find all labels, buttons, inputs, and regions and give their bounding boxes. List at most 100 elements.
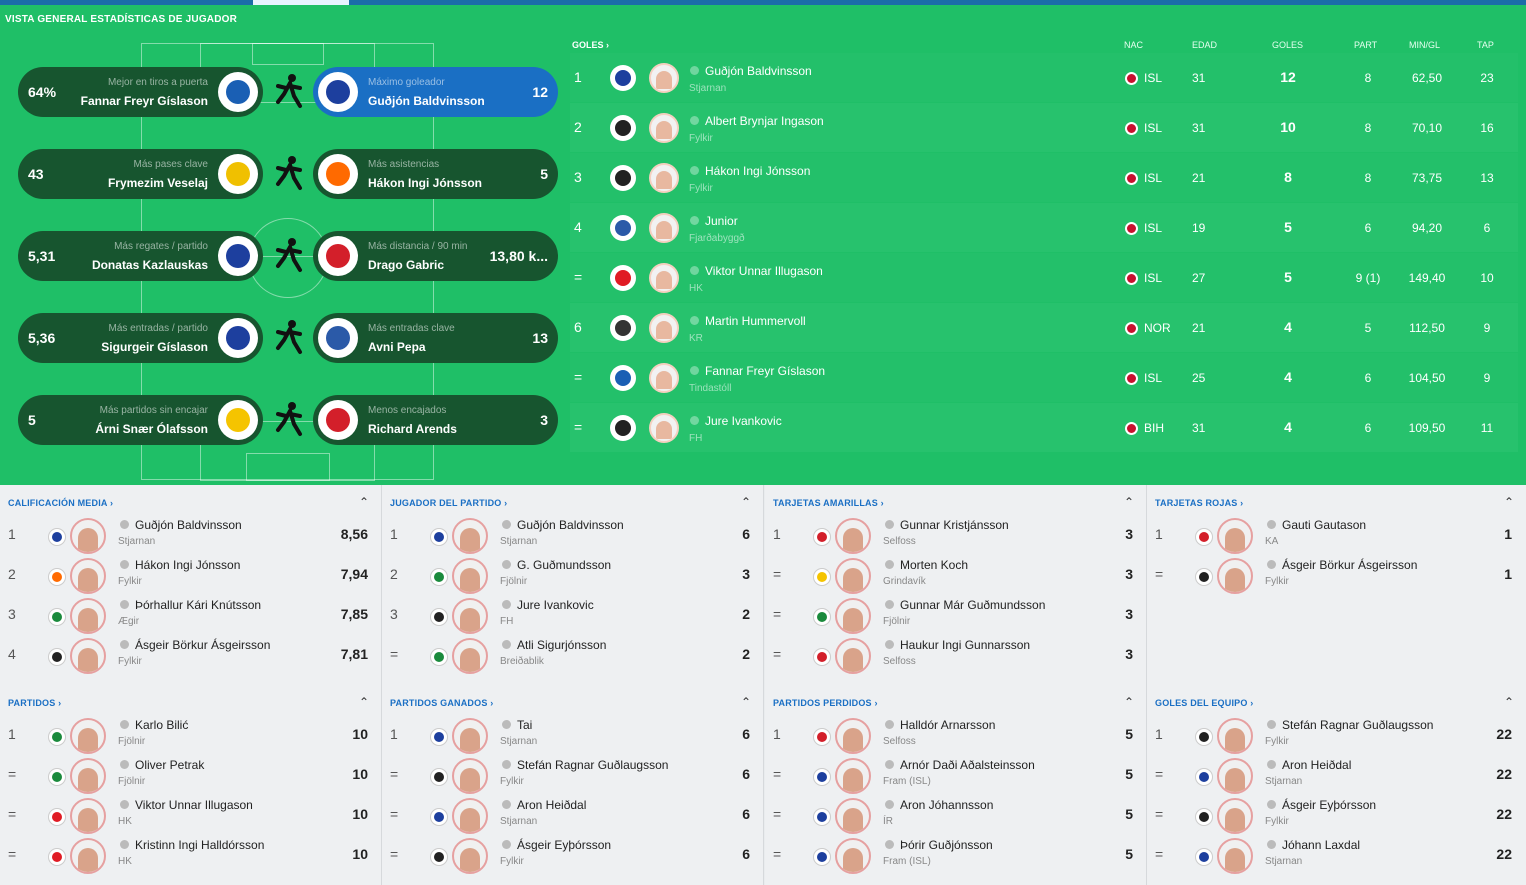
panel-title-link[interactable]: JUGADOR DEL PARTIDO ›	[390, 498, 508, 508]
info-icon[interactable]	[885, 600, 894, 609]
player-club[interactable]: FH	[500, 616, 514, 627]
col-part[interactable]: PART	[1354, 40, 1378, 50]
leader-right-card[interactable]: 3 Menos encajados Richard Arends	[313, 395, 558, 445]
leader-player-name[interactable]: Donatas Kazlauskas	[91, 258, 208, 272]
list-item[interactable]: = Ásgeir Eyþórsson Fylkir 6	[382, 836, 756, 876]
list-item[interactable]: 3 Jure Ivankovic FH 2	[382, 596, 756, 636]
scorer-name-wrap[interactable]: Jure Ivankovic	[690, 414, 782, 428]
scorer-club[interactable]: Fjarðabyggð	[689, 233, 745, 244]
player-name-wrap[interactable]: Stefán Ragnar Guðlaugsson	[502, 758, 668, 772]
scorer-club[interactable]: Tindastóll	[689, 383, 732, 394]
player-name-wrap[interactable]: Kristinn Ingi Halldórsson	[120, 838, 264, 852]
player-club[interactable]: Fjölnir	[500, 576, 528, 587]
collapse-chevron-icon[interactable]: ⌃	[740, 495, 751, 509]
col-tap[interactable]: TAP	[1477, 40, 1494, 50]
player-name-wrap[interactable]: Gunnar Kristjánsson	[885, 518, 1009, 532]
collapse-chevron-icon[interactable]: ⌃	[358, 495, 369, 509]
leader-player-name[interactable]: Richard Arends	[368, 422, 457, 436]
player-club[interactable]: Selfoss	[883, 656, 916, 667]
scorer-club[interactable]: KR	[689, 333, 703, 344]
player-club[interactable]: Stjarnan	[500, 736, 538, 747]
player-name[interactable]: Arnór Daði Aðalsteinsson	[900, 758, 1035, 772]
leader-player-name[interactable]: Guðjón Baldvinsson	[368, 94, 485, 108]
scorer-club[interactable]: Stjarnan	[689, 83, 727, 94]
collapse-chevron-icon[interactable]: ⌃	[1123, 695, 1134, 709]
player-club[interactable]: Selfoss	[883, 736, 916, 747]
scorers-title-link[interactable]: GOLES ›	[572, 40, 610, 50]
player-name-wrap[interactable]: Gauti Gautason	[1267, 518, 1366, 532]
list-item[interactable]: 2 Hákon Ingi Jónsson Fylkir 7,94	[0, 556, 374, 596]
player-club[interactable]: Fylkir	[1265, 576, 1289, 587]
list-item[interactable]: 2 G. Guðmundsson Fjölnir 3	[382, 556, 756, 596]
player-club[interactable]: Grindavík	[883, 576, 926, 587]
info-icon[interactable]	[120, 520, 129, 529]
selected-tab-indicator[interactable]	[253, 0, 349, 5]
scorer-club[interactable]: FH	[689, 433, 703, 444]
player-name-wrap[interactable]: Tai	[502, 718, 532, 732]
col-min-gl[interactable]: MIN/GL	[1409, 40, 1441, 50]
player-name[interactable]: Ásgeir Eyþórsson	[517, 838, 612, 852]
scorer-row[interactable]: = Fannar Freyr Gíslason Tindastóll ISL 25 4 6 1…	[570, 353, 1518, 403]
scorer-name[interactable]: Junior	[705, 214, 738, 228]
info-icon[interactable]	[502, 560, 511, 569]
leader-left-card[interactable]: 5,36 Más entradas / partido Sigurgeir Gísl…	[18, 313, 263, 363]
info-icon[interactable]	[120, 640, 129, 649]
list-item[interactable]: 1 Stefán Ragnar Guðlaugsson Fylkir 22	[1147, 716, 1518, 756]
info-icon[interactable]	[120, 840, 129, 849]
info-icon[interactable]	[1267, 520, 1276, 529]
info-icon[interactable]	[885, 520, 894, 529]
player-name-wrap[interactable]: Stefán Ragnar Guðlaugsson	[1267, 718, 1433, 732]
player-name-wrap[interactable]: Ásgeir Börkur Ásgeirsson	[120, 638, 270, 652]
info-icon[interactable]	[885, 800, 894, 809]
info-icon[interactable]	[885, 720, 894, 729]
player-name[interactable]: Aron Jóhannsson	[900, 798, 994, 812]
player-name[interactable]: Ásgeir Börkur Ásgeirsson	[1282, 558, 1418, 572]
player-name[interactable]: Gauti Gautason	[1282, 518, 1367, 532]
info-icon[interactable]	[120, 560, 129, 569]
collapse-chevron-icon[interactable]: ⌃	[1503, 495, 1514, 509]
info-icon[interactable]	[1267, 800, 1276, 809]
panel-title-link[interactable]: CALIFICACIÓN MEDIA ›	[8, 498, 114, 508]
player-club[interactable]: Stjarnan	[1265, 776, 1303, 787]
scorer-row[interactable]: = Viktor Unnar Illugason HK ISL 27 5 9 (1) 149,…	[570, 253, 1518, 303]
player-name-wrap[interactable]: Oliver Petrak	[120, 758, 204, 772]
scorer-club[interactable]: Fylkir	[689, 133, 713, 144]
info-icon[interactable]	[120, 800, 129, 809]
player-club[interactable]: KA	[1265, 536, 1279, 547]
info-icon[interactable]	[690, 366, 699, 375]
player-name[interactable]: Viktor Unnar Illugason	[135, 798, 253, 812]
player-name[interactable]: Haukur Ingi Gunnarsson	[900, 638, 1031, 652]
leader-player-name[interactable]: Hákon Ingi Jónsson	[368, 176, 483, 190]
info-icon[interactable]	[690, 416, 699, 425]
list-item[interactable]: = Aron Heiðdal Stjarnan 6	[382, 796, 756, 836]
player-club[interactable]: Fjölnir	[883, 616, 911, 627]
info-icon[interactable]	[1267, 760, 1276, 769]
player-name[interactable]: Kristinn Ingi Halldórsson	[135, 838, 265, 852]
info-icon[interactable]	[690, 66, 699, 75]
player-name-wrap[interactable]: Aron Heiðdal	[1267, 758, 1351, 772]
info-icon[interactable]	[1267, 720, 1276, 729]
player-name[interactable]: Tai	[517, 718, 533, 732]
list-item[interactable]: = Gunnar Már Guðmundsson Fjölnir 3	[765, 596, 1139, 636]
panel-title-link[interactable]: PARTIDOS ›	[8, 698, 62, 708]
scorer-row[interactable]: 3 Hákon Ingi Jónsson Fylkir ISL 21 8 8 73,75 13	[570, 153, 1518, 203]
list-item[interactable]: = Oliver Petrak Fjölnir 10	[0, 756, 374, 796]
list-item[interactable]: 1 Halldór Arnarsson Selfoss 5	[765, 716, 1139, 756]
info-icon[interactable]	[885, 760, 894, 769]
list-item[interactable]: = Haukur Ingi Gunnarsson Selfoss 3	[765, 636, 1139, 676]
panel-title-link[interactable]: PARTIDOS PERDIDOS ›	[773, 698, 878, 708]
collapse-chevron-icon[interactable]: ⌃	[358, 695, 369, 709]
player-name-wrap[interactable]: Atli Sigurjónsson	[502, 638, 606, 652]
player-name[interactable]: Ásgeir Börkur Ásgeirsson	[135, 638, 271, 652]
scorer-name-wrap[interactable]: Junior	[690, 214, 738, 228]
player-name[interactable]: Jóhann Laxdal	[1282, 838, 1361, 852]
player-name-wrap[interactable]: Morten Koch	[885, 558, 968, 572]
player-name[interactable]: G. Guðmundsson	[517, 558, 612, 572]
scorer-name-wrap[interactable]: Hákon Ingi Jónsson	[690, 164, 810, 178]
player-name-wrap[interactable]: Viktor Unnar Illugason	[120, 798, 253, 812]
player-club[interactable]: Stjarnan	[500, 816, 538, 827]
scorer-name[interactable]: Albert Brynjar Ingason	[705, 114, 824, 128]
player-name[interactable]: Jure Ivankovic	[517, 598, 594, 612]
player-name-wrap[interactable]: Halldór Arnarsson	[885, 718, 995, 732]
player-club[interactable]: Stjarnan	[500, 536, 538, 547]
